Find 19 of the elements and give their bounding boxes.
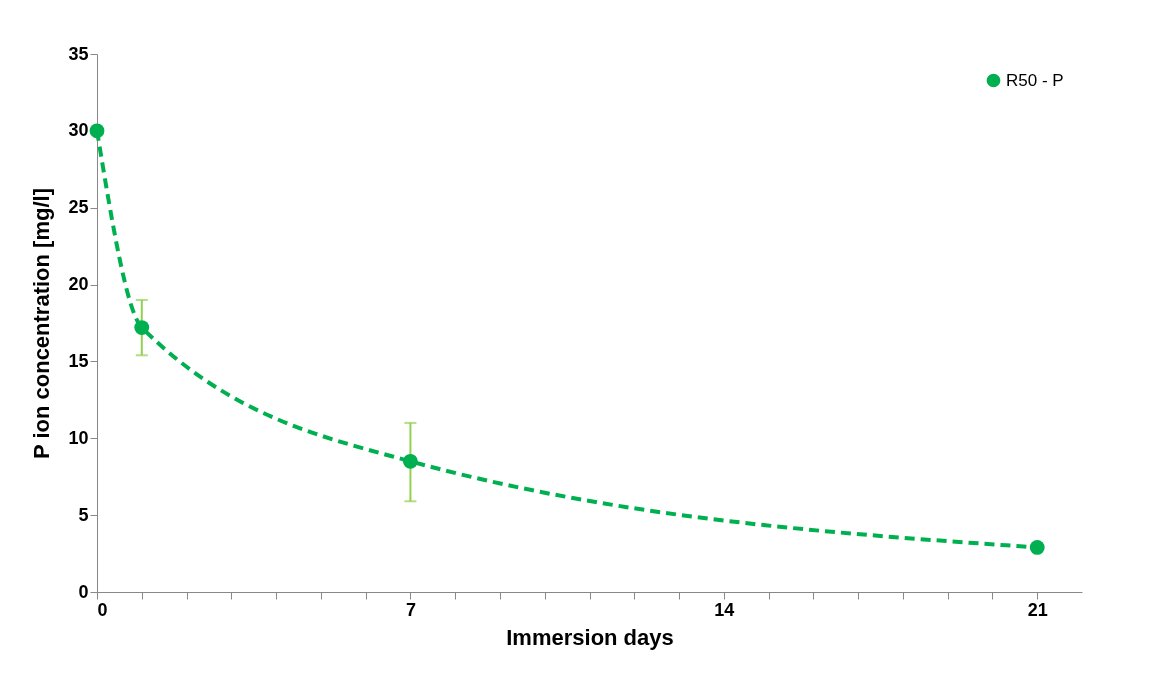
x-tick-label: 21 bbox=[1027, 599, 1048, 620]
x-tick-label: 7 bbox=[405, 599, 416, 620]
x-tick-label: 14 bbox=[714, 599, 735, 620]
point bbox=[89, 123, 105, 139]
y-tick-label: 0 bbox=[78, 581, 89, 602]
x-tick-label: 0 bbox=[97, 599, 108, 620]
point bbox=[134, 320, 150, 336]
y-tick-label: 10 bbox=[68, 427, 89, 448]
x-axis-title: Immersion days bbox=[506, 624, 674, 650]
y-tick-label: 30 bbox=[68, 120, 89, 141]
y-tick-label: 5 bbox=[78, 504, 89, 525]
y-tick-label: 25 bbox=[68, 197, 89, 218]
point bbox=[1029, 540, 1045, 555]
y-axis-title: P ion concentration [mg/l] bbox=[29, 188, 55, 459]
legend-label: R50 - P bbox=[1006, 70, 1064, 90]
y-tick-label: 15 bbox=[68, 350, 89, 371]
point bbox=[402, 453, 418, 469]
y-tick-label: 20 bbox=[68, 274, 89, 295]
y-tick-label: 35 bbox=[68, 43, 89, 64]
